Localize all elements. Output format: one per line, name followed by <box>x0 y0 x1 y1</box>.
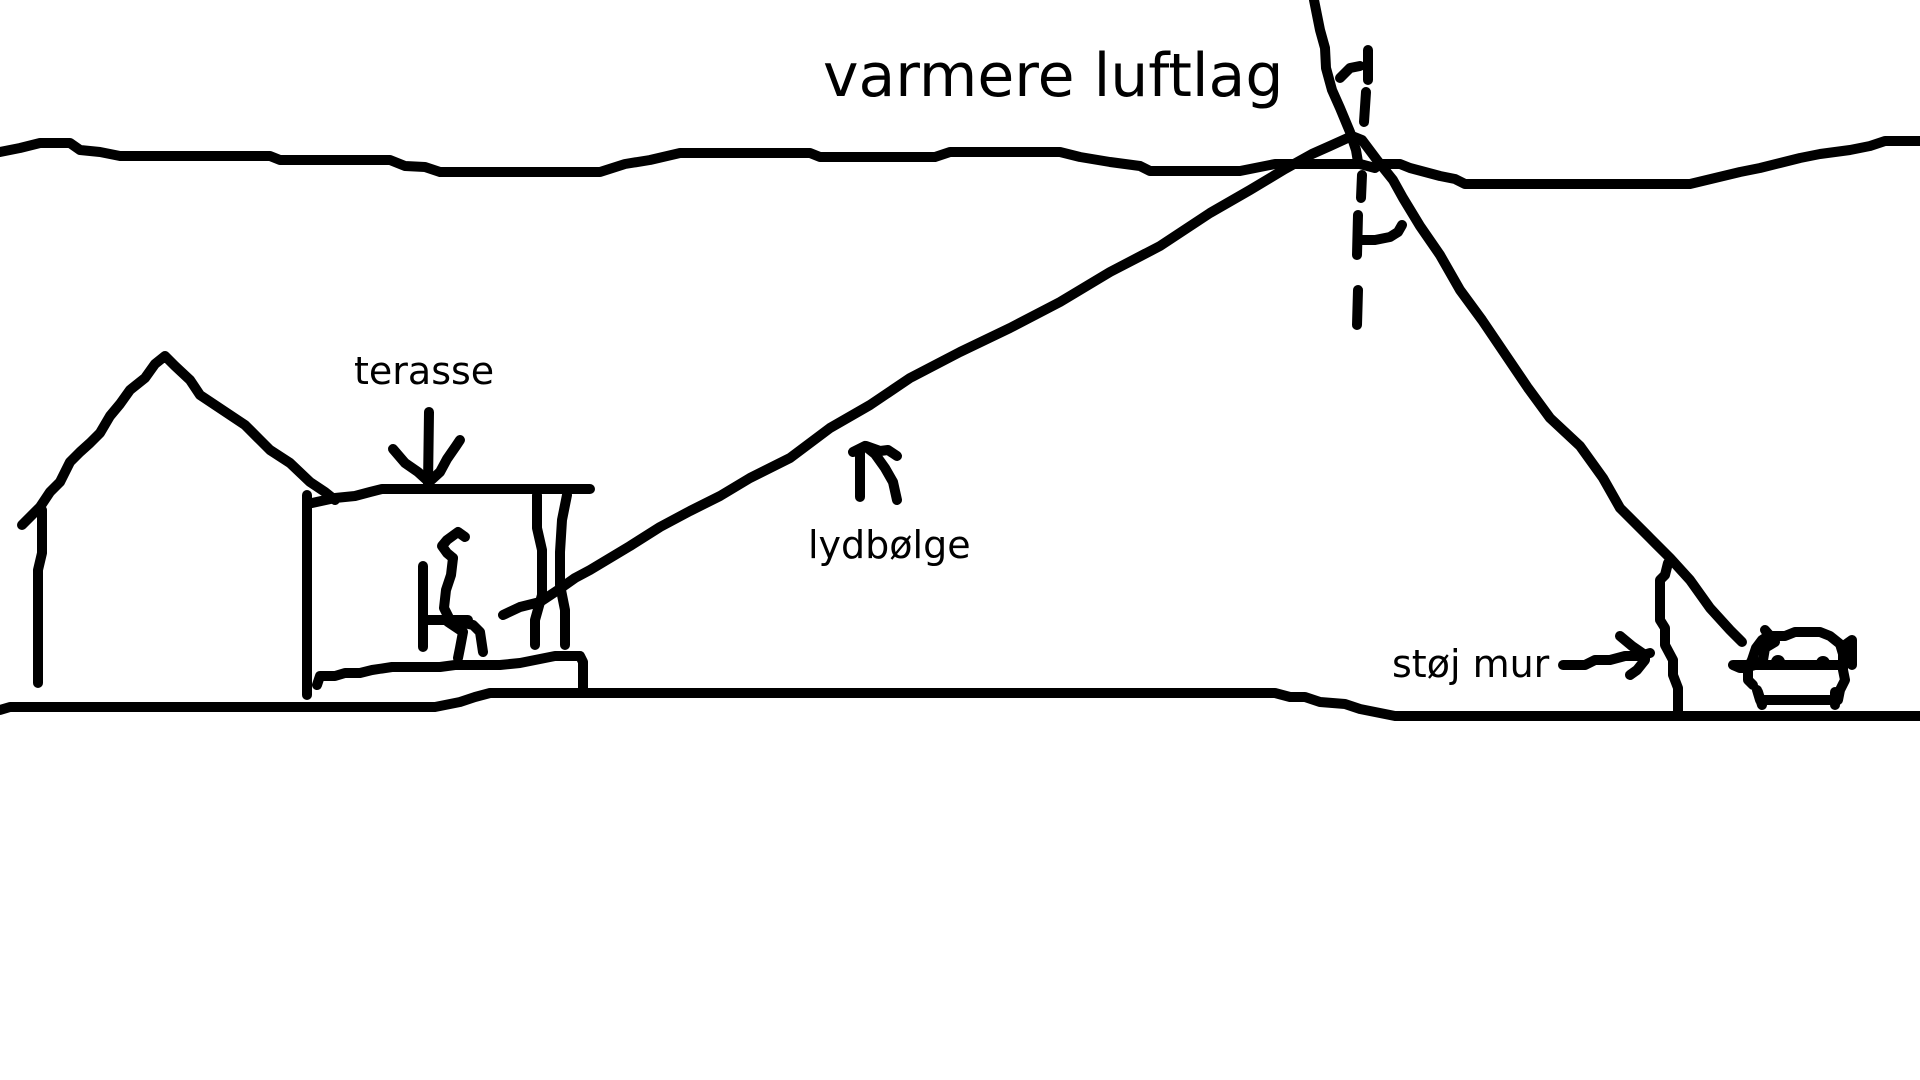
noise-wall-label: støj mur <box>1392 642 1550 686</box>
car-icon <box>1728 625 1857 710</box>
angle-arc-lower <box>1357 220 1407 245</box>
noise-wall-arrow-head <box>1615 631 1650 680</box>
house-roof <box>17 351 340 530</box>
car-window-right <box>1816 656 1830 670</box>
terrace-inner-post <box>530 490 547 650</box>
ground-line <box>0 688 1920 721</box>
sound-wave-arrow-barb <box>861 441 902 461</box>
car-outline <box>1743 627 1850 705</box>
person-leg <box>443 617 468 663</box>
seated-person-icon <box>418 527 488 663</box>
normal-line-dashed <box>1352 45 1373 330</box>
terrace-roof <box>307 484 595 508</box>
terrace-arrow-shaft <box>423 407 434 490</box>
terrace-arrow-icon <box>388 407 465 490</box>
warm-air-layer-boundary <box>0 136 1920 189</box>
house-icon <box>17 351 340 688</box>
normal-dash-3 <box>1356 170 1367 203</box>
sound-wave-ray <box>498 131 1747 647</box>
noise-wall <box>1655 558 1683 717</box>
normal-dash-2 <box>1359 87 1371 127</box>
terrace-label: terasse <box>354 349 495 393</box>
noise-wall-arrow-icon <box>1558 631 1655 680</box>
terrace-arrow-head <box>388 435 465 487</box>
car-wheel-left <box>1753 687 1767 710</box>
terrace-outer-post <box>555 490 572 650</box>
car-window-left <box>1771 655 1785 669</box>
person-head <box>437 527 470 563</box>
normal-dash-4 <box>1352 210 1363 260</box>
angle-arc-upper <box>1335 61 1365 83</box>
refracted-ray-upper <box>1309 0 1363 167</box>
warm-layer-label: varmere luftlag <box>823 41 1284 111</box>
terrace-floor <box>312 651 588 693</box>
terrace-structure <box>302 484 595 700</box>
sound-wave-arrow-icon <box>848 441 902 505</box>
normal-dash-5 <box>1352 285 1363 330</box>
house-wall <box>33 505 47 688</box>
sound-wave-label: lydbølge <box>808 523 971 567</box>
